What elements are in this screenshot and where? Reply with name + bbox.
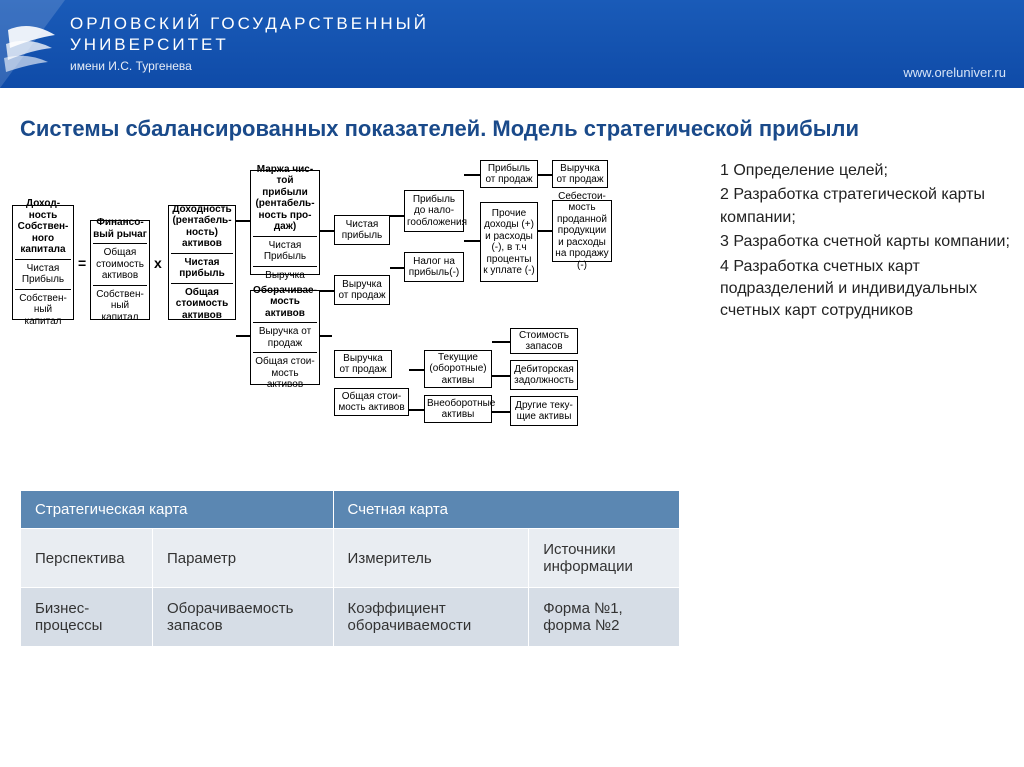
- table-header-row: Стратегическая картаСчетная карта: [21, 491, 680, 529]
- diagram-box: Чистая прибыль: [334, 215, 390, 245]
- diagram-box-text: Маржа чис-той прибыли (рентабель-ность п…: [253, 164, 317, 233]
- connector: [320, 335, 332, 337]
- diagram-box-text: Прибыль от продаж: [483, 163, 535, 186]
- diagram-box: Текущие (оборотные) активы: [424, 350, 492, 388]
- diagram-box-text: Себестои-мость проданной продукции и рас…: [555, 191, 609, 272]
- diagram-box: Выручка от продаж: [552, 160, 608, 188]
- connector: [538, 174, 552, 176]
- connector: [464, 174, 480, 176]
- connector: [538, 230, 552, 232]
- connector: [492, 341, 510, 343]
- diagram-box-text: Выручка от продаж: [337, 353, 389, 376]
- diagram-box-text: Доходность (рентабель-ность) активов: [171, 204, 233, 250]
- diagram-box-text: Общая стои-мость активов: [337, 391, 406, 414]
- diagram-box-text: Чистая прибыль: [171, 257, 233, 280]
- university-name-line2: УНИВЕРСИТЕТ: [70, 35, 429, 55]
- diagram-box: Прочие доходы (+) и расходы (-), в т.ч п…: [480, 202, 538, 282]
- profit-model-diagram: Доход-ность Собствен-ного капитала Чистая…: [12, 160, 712, 460]
- diagram-box-text: Общая стои-мость активов: [253, 356, 317, 391]
- diagram-box-text: Прочие доходы (+) и расходы (-), в т.ч п…: [483, 208, 535, 277]
- connector: [390, 267, 404, 269]
- diagram-box: Общая стои-мость активов: [334, 388, 409, 416]
- slide-title: Системы сбалансированных показателей. Мо…: [20, 116, 1024, 142]
- diagram-box: Себестои-мость проданной продукции и рас…: [552, 200, 612, 262]
- diagram-box-text: Чистая Прибыль: [253, 240, 317, 263]
- step-item: 1 Определение целей;: [720, 160, 1010, 182]
- diagram-box: Дебиторская задолжность: [510, 360, 578, 390]
- diagram-box: Финансо-вый рычаг Общая стоимость активов…: [90, 220, 150, 320]
- diagram-box: Выручка от продаж: [334, 350, 392, 378]
- diagram-box: Прибыль от продаж: [480, 160, 538, 188]
- diagram-box-text: Выручка от продаж: [337, 279, 387, 302]
- table-cell: Коэффициент оборачиваемости: [333, 588, 529, 647]
- diagram-box-text: Внеоборотные активы: [427, 398, 489, 421]
- diagram-box-text: Стоимость запасов: [513, 330, 575, 353]
- table-cell: Бизнес-процессы: [21, 588, 153, 647]
- diagram-box-text: Прибыль до нало-гообложения: [407, 194, 461, 229]
- operator: =: [78, 255, 86, 271]
- connector: [320, 230, 334, 232]
- diagram-box: Выручка от продаж: [334, 275, 390, 305]
- table-row: Бизнес-процессыОборачиваемость запасовКо…: [21, 588, 680, 647]
- table-cell: Измеритель: [333, 529, 529, 588]
- diagram-box: Внеоборотные активы: [424, 395, 492, 423]
- connector: [409, 369, 424, 371]
- diagram-box-text: Выручка: [253, 270, 317, 282]
- diagram-box-text: Дебиторская задолжность: [513, 364, 575, 387]
- connector: [464, 240, 480, 242]
- diagram-box-text: Финансо-вый рычаг: [93, 217, 147, 240]
- slide-header: ОРЛОВСКИЙ ГОСУДАРСТВЕННЫЙ УНИВЕРСИТЕТ им…: [0, 0, 1024, 88]
- connector: [492, 375, 510, 377]
- connector: [390, 215, 404, 217]
- diagram-box: Доходность (рентабель-ность) активов Чист…: [168, 205, 236, 320]
- diagram-box-text: Чистая прибыль: [337, 219, 387, 242]
- diagram-box: Прибыль до нало-гообложения: [404, 190, 464, 232]
- table-cell: Перспектива: [21, 529, 153, 588]
- connector: [236, 220, 250, 222]
- diagram-box-text: Выручка от продаж: [555, 163, 605, 186]
- diagram-box-text: Налог на прибыль(-): [407, 256, 461, 279]
- step-item: 4 Разработка счетных карт подразделений …: [720, 256, 1010, 323]
- connector: [409, 409, 424, 411]
- table-row: ПерспективаПараметрИзмерительИсточники и…: [21, 529, 680, 588]
- diagram-box-text: Собствен-ный капитал: [15, 293, 71, 328]
- diagram-box-text: Оборачивае-мость активов: [253, 285, 317, 320]
- diagram-box: Оборачивае-мость активовВыручка от прода…: [250, 290, 320, 385]
- diagram-box-text: Собствен-ный капитал: [93, 289, 147, 324]
- table-header-cell: Счетная карта: [333, 491, 679, 529]
- university-logo-icon: [0, 0, 65, 88]
- table-header-cell: Стратегическая карта: [21, 491, 334, 529]
- header-text: ОРЛОВСКИЙ ГОСУДАРСТВЕННЫЙ УНИВЕРСИТЕТ им…: [70, 14, 429, 73]
- diagram-box: Другие теку-щие активы: [510, 396, 578, 426]
- steps-list: 1 Определение целей;2 Разработка стратег…: [720, 160, 1010, 325]
- diagram-box: Налог на прибыль(-): [404, 252, 464, 282]
- diagram-box-text: Выручка от продаж: [253, 326, 317, 349]
- header-url: www.oreluniver.ru: [903, 65, 1006, 80]
- step-item: 3 Разработка счетной карты компании;: [720, 231, 1010, 253]
- table-cell: Оборачиваемость запасов: [152, 588, 333, 647]
- diagram-box-text: Доход-ность Собствен-ного капитала: [15, 198, 71, 256]
- step-item: 2 Разработка стратегической карты компан…: [720, 184, 1010, 229]
- connector: [236, 335, 250, 337]
- diagram-box-text: Общая стоимость активов: [93, 247, 147, 282]
- university-subtitle: имени И.С. Тургенева: [70, 59, 429, 73]
- table-cell: Источники информации: [529, 529, 680, 588]
- connector: [492, 411, 510, 413]
- table-cell: Форма №1, форма №2: [529, 588, 680, 647]
- connector: [320, 290, 334, 292]
- table-cell: Параметр: [152, 529, 333, 588]
- diagram-box-text: Другие теку-щие активы: [513, 400, 575, 423]
- operator: х: [154, 255, 162, 271]
- diagram-box: Маржа чис-той прибыли (рентабель-ность п…: [250, 170, 320, 275]
- scorecard-table: Стратегическая картаСчетная карта Перспе…: [20, 490, 680, 647]
- diagram-box: Стоимость запасов: [510, 328, 578, 354]
- diagram-box-text: Текущие (оборотные) активы: [427, 352, 489, 387]
- university-name-line1: ОРЛОВСКИЙ ГОСУДАРСТВЕННЫЙ: [70, 14, 429, 34]
- diagram-box-text: Чистая Прибыль: [15, 263, 71, 286]
- table-body: ПерспективаПараметрИзмерительИсточники и…: [21, 529, 680, 647]
- diagram-box: Доход-ность Собствен-ного капиталаЧистая…: [12, 205, 74, 320]
- diagram-box-text: Общая стоимость активов: [171, 287, 233, 322]
